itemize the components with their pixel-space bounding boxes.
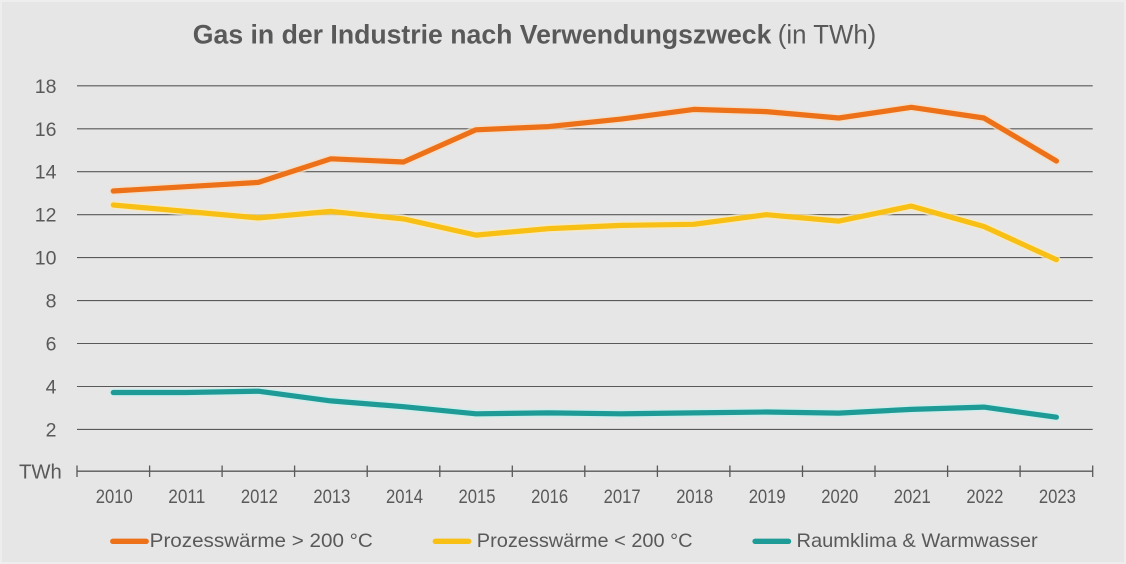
svg-text:2017: 2017 xyxy=(604,486,641,508)
svg-text:4: 4 xyxy=(46,377,57,399)
svg-text:2015: 2015 xyxy=(459,486,496,508)
svg-text:2018: 2018 xyxy=(676,486,713,508)
svg-text:16: 16 xyxy=(35,119,57,141)
svg-text:18: 18 xyxy=(35,76,57,98)
svg-text:2010: 2010 xyxy=(96,486,133,508)
svg-text:Raumklima & Warmwasser: Raumklima & Warmwasser xyxy=(797,530,1039,552)
svg-text:8: 8 xyxy=(46,291,57,313)
svg-text:2: 2 xyxy=(46,419,57,441)
svg-text:12: 12 xyxy=(35,205,57,227)
svg-text:2021: 2021 xyxy=(894,486,931,508)
svg-text:2014: 2014 xyxy=(386,486,423,508)
svg-text:14: 14 xyxy=(35,162,57,184)
svg-text:Prozesswärme < 200 °C: Prozesswärme < 200 °C xyxy=(477,530,693,552)
svg-text:2016: 2016 xyxy=(531,486,568,508)
svg-text:TWh: TWh xyxy=(19,462,62,484)
svg-text:6: 6 xyxy=(46,334,57,356)
svg-text:2012: 2012 xyxy=(241,486,278,508)
svg-text:2011: 2011 xyxy=(168,486,205,508)
svg-text:(in TWh): (in TWh) xyxy=(778,19,877,49)
svg-text:10: 10 xyxy=(35,248,57,270)
svg-text:2019: 2019 xyxy=(749,486,786,508)
svg-text:2023: 2023 xyxy=(1039,486,1076,508)
svg-text:Prozesswärme > 200 °C: Prozesswärme > 200 °C xyxy=(150,530,373,552)
svg-text:2022: 2022 xyxy=(966,486,1003,508)
svg-text:2020: 2020 xyxy=(821,486,858,508)
svg-text:Gas in der Industrie nach Verw: Gas in der Industrie nach Verwendungszwe… xyxy=(193,19,772,49)
svg-text:2013: 2013 xyxy=(313,486,350,508)
